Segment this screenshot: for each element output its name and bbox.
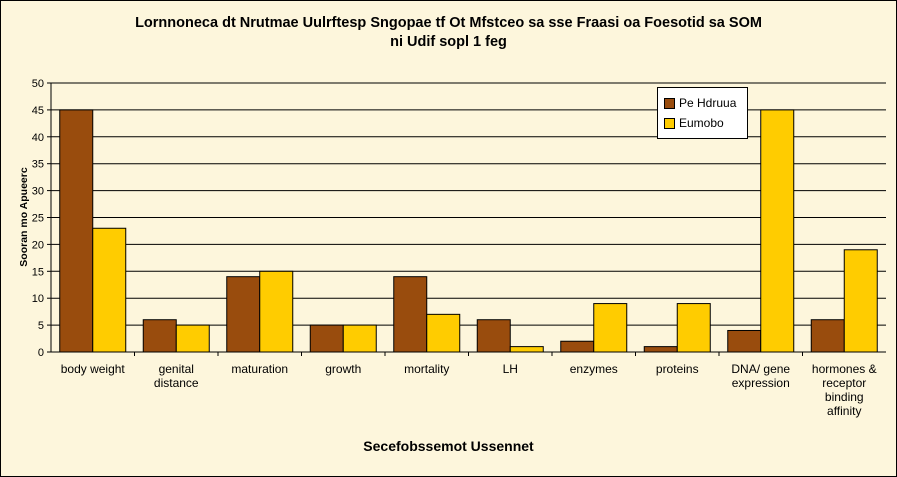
bar-series-2 xyxy=(259,270,294,353)
x-tick-label: genital xyxy=(159,362,194,376)
x-tick-label: binding xyxy=(825,390,864,404)
bar-series-2 xyxy=(342,324,377,353)
x-axis-label: Secefobssemot Ussennet xyxy=(363,438,534,454)
chart-title: Lornnoneca dt Nrutmae Uulrftesp Sngopae … xyxy=(0,14,897,52)
y-axis-label: Sooran mo Apueerc xyxy=(18,167,30,267)
y-tick-label: 15 xyxy=(32,266,44,278)
x-tick-label: proteins xyxy=(656,362,699,376)
y-tick-label: 25 xyxy=(32,213,44,225)
x-tick-label: hormones & xyxy=(812,362,877,376)
chart-title-line-1: Lornnoneca dt Nrutmae Uulrftesp Sngopae … xyxy=(135,15,762,31)
bar-series-1 xyxy=(309,324,344,353)
x-tick-label: body weight xyxy=(61,362,126,376)
x-tick-label: affinity xyxy=(827,404,861,418)
x-tick-label: expression xyxy=(732,376,790,390)
legend-swatch-series-1 xyxy=(664,97,675,109)
bar-series-1 xyxy=(727,329,762,353)
legend-item-series-1: Pe Hdruua xyxy=(664,95,736,111)
legend-item-series-2: Eumobo xyxy=(664,115,724,131)
bar-series-2 xyxy=(92,227,127,353)
bar-series-2 xyxy=(760,109,795,353)
bar-series-2 xyxy=(593,303,628,353)
bar-series-2 xyxy=(676,303,711,353)
bar-series-1 xyxy=(810,319,845,353)
legend-swatch-series-2 xyxy=(664,117,675,129)
x-tick-label: receptor xyxy=(822,376,866,390)
x-tick-label: LH xyxy=(503,362,518,376)
x-tick-label: mortality xyxy=(404,362,449,376)
y-tick-label: 45 xyxy=(32,105,44,117)
x-tick-label: DNA/ gene xyxy=(731,362,790,376)
legend: Pe Hdruua Eumobo xyxy=(657,87,748,139)
x-tick-label: enzymes xyxy=(570,362,618,376)
bar-series-1 xyxy=(393,276,428,353)
y-tick-label: 20 xyxy=(32,239,44,251)
y-tick-label: 50 xyxy=(32,78,44,90)
y-tick-label: 5 xyxy=(38,320,44,332)
bar-series-2 xyxy=(175,324,210,353)
bar-series-2 xyxy=(843,249,878,353)
bar-series-1 xyxy=(643,346,678,353)
x-tick-label: distance xyxy=(154,376,199,390)
legend-label-series-1: Pe Hdruua xyxy=(679,96,737,110)
y-tick-label: 30 xyxy=(32,186,44,198)
bar-series-1 xyxy=(59,109,94,353)
y-tick-label: 40 xyxy=(32,132,44,144)
y-tick-label: 35 xyxy=(32,159,44,171)
bar-series-1 xyxy=(226,276,261,353)
bar-series-1 xyxy=(476,319,511,353)
bar-series-1 xyxy=(142,319,177,353)
x-tick-label: maturation xyxy=(231,362,288,376)
legend-label-series-2: Eumobo xyxy=(679,116,724,130)
y-tick-label: 0 xyxy=(38,347,44,359)
chart-title-line-2: ni Udif sopl 1 feg xyxy=(390,34,507,50)
bar-series-2 xyxy=(426,313,461,353)
y-tick-label: 10 xyxy=(32,293,44,305)
x-tick-label: growth xyxy=(325,362,361,376)
bar-series-2 xyxy=(509,346,544,353)
bar-series-1 xyxy=(560,340,595,353)
